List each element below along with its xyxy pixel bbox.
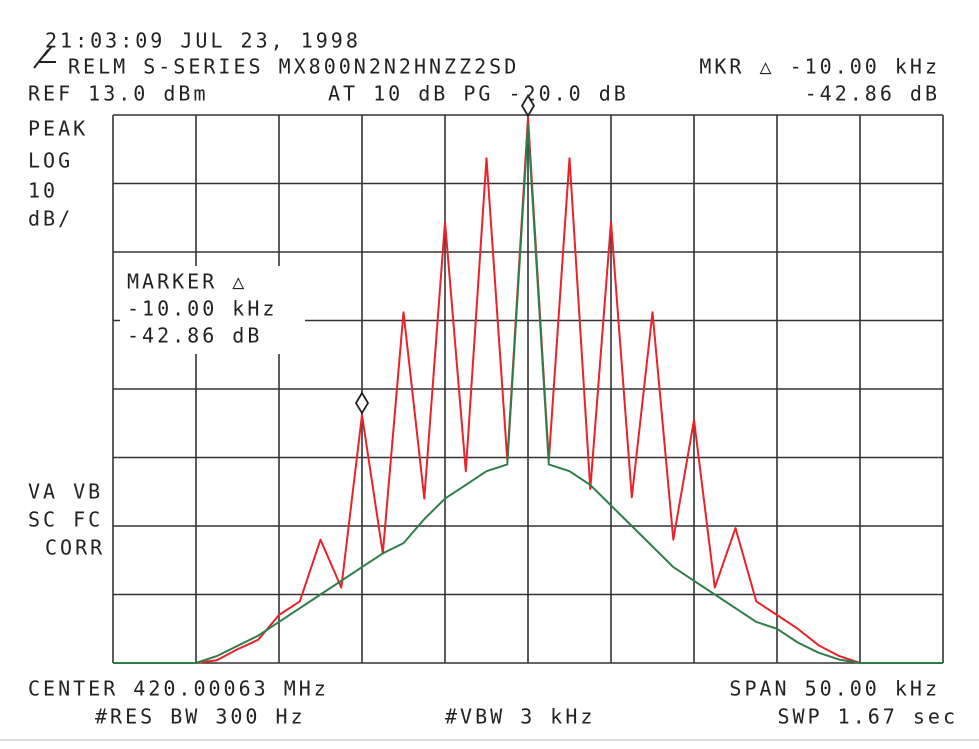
status-label: VA VB <box>28 480 103 504</box>
marker-box-bg <box>120 266 305 354</box>
scale-label: dB/ <box>28 207 73 231</box>
trace <box>113 116 943 664</box>
res-bw: #RES BW 300 Hz <box>95 705 306 729</box>
scale-label: PEAK <box>28 117 88 141</box>
sweep: SWP 1.67 sec <box>778 705 959 729</box>
marker-diamond <box>520 93 536 118</box>
marker-readout: MKR △ -10.00 kHz <box>699 55 940 79</box>
timestamp: 21:03:09 JUL 23, 1998 <box>45 29 361 53</box>
chart-title: RELM S-SERIES MX800N2N2HNZZ2SD <box>68 55 519 79</box>
status-label: CORR <box>45 536 105 560</box>
scale-label: 10 <box>28 179 58 203</box>
marker-box-text: MARKER △ <box>127 270 247 294</box>
trace <box>113 124 943 664</box>
marker-box-text: -42.86 dB <box>127 324 262 348</box>
marker-box-text: -10.00 kHz <box>127 297 277 321</box>
reference-level: REF 13.0 dBm <box>28 82 209 106</box>
attenuation: AT 10 dB PG -20.0 dB <box>328 82 629 106</box>
vbw: #VBW 3 kHz <box>445 705 595 729</box>
scale-label: LOG <box>28 149 73 173</box>
hp-logo <box>33 45 56 69</box>
marker-readout-value: -42.86 dB <box>805 82 940 106</box>
status-label: SC FC <box>28 508 103 532</box>
center-frequency: CENTER 420.00063 MHz <box>28 677 329 701</box>
marker-diamond <box>354 391 370 415</box>
span: SPAN 50.00 kHz <box>729 677 940 701</box>
